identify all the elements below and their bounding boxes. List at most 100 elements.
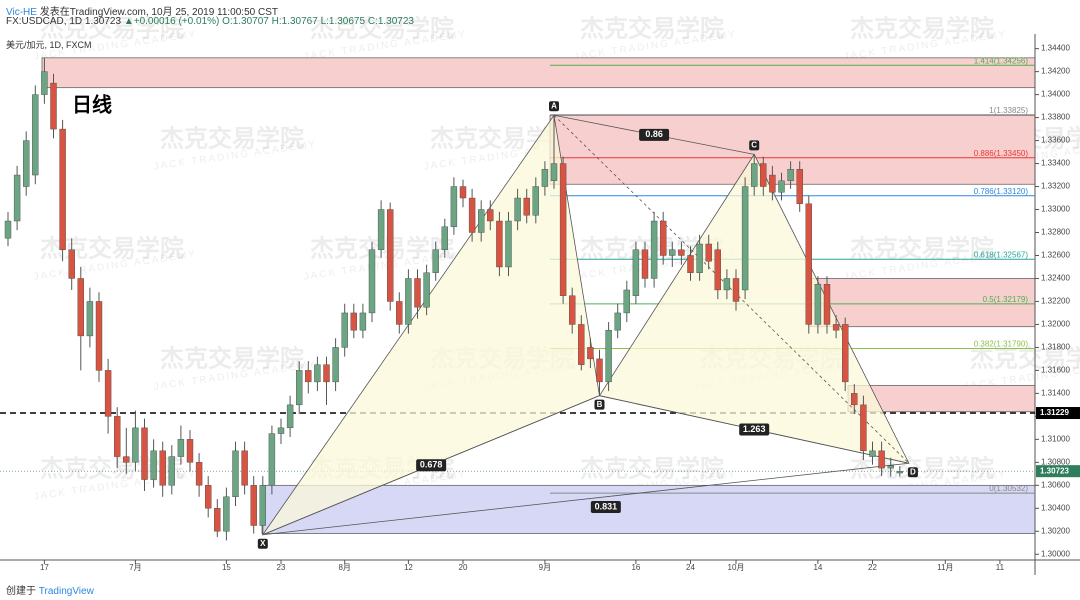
fib-label: 0.5(1.32179) xyxy=(983,295,1029,304)
watermark: 杰克交易学院 xyxy=(850,454,994,482)
point-label: D xyxy=(910,467,916,476)
candle-body xyxy=(123,456,130,463)
candle-body xyxy=(851,393,858,406)
ratio-label: 0.678 xyxy=(420,460,443,470)
watermark: 杰克交易学院 xyxy=(40,14,184,42)
candle-body xyxy=(559,163,567,296)
candle-body xyxy=(696,243,703,273)
x-tick-label: 8月 xyxy=(338,563,350,572)
candle-body xyxy=(887,465,894,469)
candle-body xyxy=(814,284,822,325)
candle-body xyxy=(896,470,903,474)
fib-label: 1(1.33825) xyxy=(989,106,1028,115)
point-label: B xyxy=(597,400,603,409)
candle-body xyxy=(505,220,512,268)
candle-body xyxy=(441,226,448,250)
y-tick-label: 1.33800 xyxy=(1041,113,1070,122)
candle-body xyxy=(214,508,221,532)
candle-body xyxy=(414,278,421,308)
brand[interactable]: TradingView xyxy=(38,586,94,597)
watermark: 杰克交易学院 xyxy=(850,234,994,262)
candle-body xyxy=(860,404,867,452)
candle-body xyxy=(150,450,157,480)
fib-label: 1.414(1.34256) xyxy=(974,56,1029,65)
y-tick-label: 1.30400 xyxy=(1041,503,1070,512)
point-box xyxy=(257,538,268,549)
point-label: C xyxy=(751,140,757,149)
footer: 创建于 TradingView xyxy=(6,582,94,597)
candle-body xyxy=(113,416,121,457)
x-tick-label: 17 xyxy=(40,563,49,572)
ratio-box xyxy=(639,128,670,141)
candle-body xyxy=(660,220,667,256)
y-tick-label: 1.31400 xyxy=(1041,388,1070,397)
candle-body xyxy=(842,324,849,383)
leg-xd xyxy=(262,462,909,536)
x-tick-label: 12 xyxy=(404,563,413,572)
point-box xyxy=(749,140,760,151)
zone xyxy=(809,278,1036,328)
y-tick-label: 1.33600 xyxy=(1041,136,1070,145)
y-tick-label: 1.32200 xyxy=(1041,297,1070,306)
candle-body xyxy=(186,439,194,463)
candle-body xyxy=(869,450,876,457)
candle-body xyxy=(4,220,12,239)
last-price: 1.30723 xyxy=(84,16,122,27)
header-line-2: FX:USDCAD, 1D 1.30723 ▲+0.00016 (+0.01%)… xyxy=(6,16,414,27)
symbol: FX:USDCAD, 1D xyxy=(6,16,83,27)
candle-body xyxy=(359,312,367,331)
y-tick-label: 1.30600 xyxy=(1041,480,1070,489)
candle-body xyxy=(623,289,630,314)
candle-body xyxy=(377,209,385,250)
candle-body xyxy=(323,364,330,383)
candle-body xyxy=(687,255,694,273)
ratio-label: 1.263 xyxy=(743,424,766,434)
candle-body xyxy=(723,278,731,291)
candle-body xyxy=(487,209,494,222)
y-tick-label: 1.33200 xyxy=(1041,182,1070,191)
price-tag xyxy=(1036,407,1080,420)
x-tick-label: 14 xyxy=(813,563,822,572)
candle-body xyxy=(104,370,112,417)
candle-body xyxy=(541,169,549,187)
y-tick-label: 1.32600 xyxy=(1041,251,1070,260)
candle-body xyxy=(250,485,257,526)
y-tick-label: 1.31800 xyxy=(1041,343,1070,352)
author: Vic-HE xyxy=(6,7,37,18)
candle-body xyxy=(532,186,539,216)
y-tick-label: 1.30200 xyxy=(1041,526,1070,535)
x-tick-label: 22 xyxy=(868,563,877,572)
x-tick-label: 11月 xyxy=(937,563,953,572)
candle-body xyxy=(478,209,485,233)
x-tick-label: 15 xyxy=(222,563,231,572)
candle-body xyxy=(669,249,676,256)
candle-body xyxy=(296,370,303,406)
candle-body xyxy=(286,404,294,429)
x-tick-label: 23 xyxy=(277,563,286,572)
published: 发表在TradingView.com, 10月 25, 2019 11:00:5… xyxy=(39,7,278,18)
candle-body xyxy=(459,186,467,199)
zone xyxy=(261,484,1036,534)
candle-body xyxy=(241,450,248,486)
candle-body xyxy=(159,450,166,486)
candle-body xyxy=(13,174,21,222)
candle-body xyxy=(77,278,85,337)
candle-body xyxy=(368,249,376,314)
candle-body xyxy=(805,203,812,325)
x-tick-label: 7月 xyxy=(129,563,141,572)
point-box xyxy=(549,101,559,112)
candle-body xyxy=(396,301,403,325)
candle-body xyxy=(523,197,530,216)
leg-ad xyxy=(553,115,910,464)
candle-body xyxy=(514,197,521,222)
chart-title: 日线 xyxy=(72,92,112,116)
x-tick-label: 16 xyxy=(631,563,640,572)
point-box xyxy=(907,467,918,478)
candle-body xyxy=(95,301,103,371)
y-tick-label: 1.33400 xyxy=(1041,159,1070,168)
candle-body xyxy=(195,462,203,486)
candle-body xyxy=(132,427,139,463)
candle-body xyxy=(41,71,48,95)
